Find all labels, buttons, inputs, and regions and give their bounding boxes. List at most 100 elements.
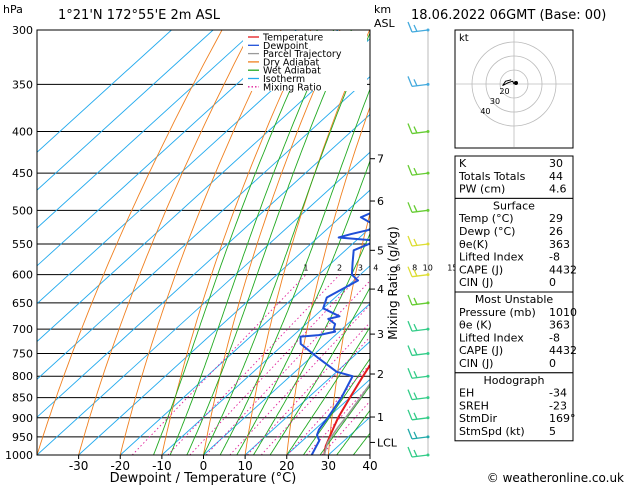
isotherm-line [37,38,370,343]
table-row-label: StmDir [459,412,498,425]
barb-flag [413,126,418,134]
table-row-value: -8 [549,331,560,344]
altitude-tick-label: 4 [377,283,384,296]
barb-flag [413,205,418,213]
barb-dot [426,242,430,246]
barb-flag [413,370,418,379]
barb-dot [426,416,430,420]
barb-flag [413,323,418,331]
dewpoint-profile [299,212,370,455]
table-row-value: -34 [549,387,567,400]
barb-shaft [411,436,429,440]
location-title: 1°21'N 172°55'E 2m ASL [58,8,221,23]
table-row-value: 4432 [549,344,577,357]
mixing-ratio-line [131,274,307,455]
barb-dot [426,327,430,331]
pressure-tick-label: 300 [12,24,33,37]
barb-flag [407,446,413,458]
barb-dot [426,374,430,378]
wind-barb [407,409,430,421]
wet-adiabat-line [286,326,370,455]
mixing-ratio-label: 3 [358,264,363,273]
pressure-tick-label: 850 [12,392,33,405]
barb-shaft [411,302,429,306]
isotherm-line [37,30,339,305]
isotherm-line [244,340,370,455]
altitude-tick-label: 3 [377,328,384,341]
dry-adiabat-line [244,30,370,455]
temperature-tick-label: -10 [152,459,172,473]
table-row-label: Pressure (mb) [459,306,536,319]
wind-barb [407,446,430,458]
table-row-value: 26 [549,225,563,238]
barb-dot [426,130,430,134]
barb-flag [413,412,418,420]
mixing-ratio-label: 4 [373,264,378,273]
barb-dot [426,453,430,457]
dry-adiabat-line [78,30,252,455]
wind-barb [407,202,430,213]
barb-dot [426,28,430,32]
isotherm-line [286,378,370,455]
wind-barb [407,235,430,247]
hodograph-unit-label: kt [459,33,469,44]
barb-dot [426,82,430,86]
table-section-title: Most Unstable [475,293,554,306]
barb-flag [413,24,418,32]
pressure-tick-label: 350 [12,78,33,91]
table-section [454,197,574,293]
barb-flag [407,345,413,356]
table-row-label: CAPE (J) [459,263,503,276]
isotherm-line [37,30,172,153]
barb-flag [407,235,413,247]
altitude-tick-label: 5 [377,244,384,257]
table-row-label: Temp (°C) [458,212,514,225]
pressure-tick-label: 500 [12,204,33,217]
barb-shaft [411,172,429,176]
table-row-value: 363 [549,319,570,332]
right-unit-asl: ASL [374,17,396,30]
altitude-tick-label: 6 [377,195,384,208]
table-row-label: Dewp (°C) [459,225,515,238]
table-row-label: PW (cm) [459,183,505,196]
pressure-tick-label: 400 [12,126,33,139]
mixing-ratio-line [260,336,370,455]
mixing-ratio-line [321,400,370,455]
wet-adiabat-line [336,409,370,455]
dry-adiabat-line [203,30,341,455]
mixing-ratio-label: 8 [412,264,417,273]
legend-label: Dewpoint [263,41,308,52]
pressure-tick-label: 550 [12,238,33,251]
right-unit-km: km [374,3,391,16]
wind-barb [407,76,430,88]
table-row-label: Totals Totals [458,170,526,183]
table-section [454,291,574,374]
wind-barb [407,21,430,33]
mixing-ratio-line [189,274,361,455]
barb-flag [407,428,413,440]
barb-dot [426,208,430,212]
wind-barb [407,345,430,357]
barb-flag [407,123,413,134]
table-row-label: Lifted Index [459,251,524,264]
table-row-value: 0 [549,357,556,370]
mixing-ratio-label: 1 [303,264,308,273]
legend-label: Temperature [262,33,323,44]
altitude-tick-label: 2 [377,368,384,381]
altitude-tick-label: LCL [377,436,398,449]
left-unit-label: hPa [3,3,23,16]
wind-barb [407,367,430,379]
temperature-tick-label: -30 [69,459,89,473]
table-row-label: Lifted Index [459,331,524,344]
info-table: K 30 Totals Totals 44 PW (cm) 4.6 SurfaceTemp … [454,155,577,442]
barb-flag [413,79,418,87]
wet-adiabat-line [269,286,370,455]
isotherm-line [37,30,256,229]
hodograph-ring-label: 40 [480,107,490,116]
table-row-label: EH [459,387,474,400]
temperature-tick-label: 10 [237,459,252,473]
table-row-label: θe (K) [459,319,492,332]
barb-flag [407,76,413,87]
